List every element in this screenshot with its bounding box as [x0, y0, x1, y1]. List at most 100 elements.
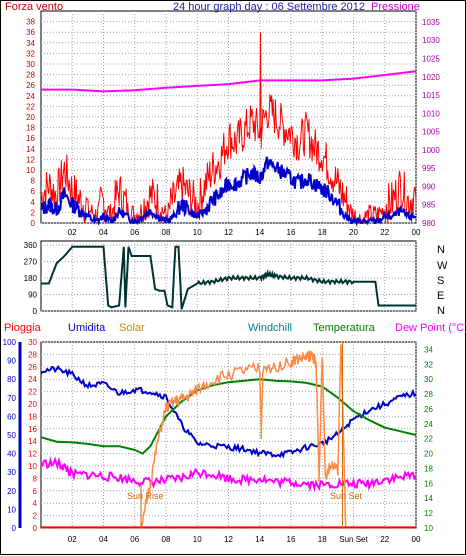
- right-tick-pressure: 1035: [422, 18, 440, 27]
- left-tick-humidity: 20: [7, 487, 16, 496]
- right-tick-temp: 18: [424, 464, 433, 473]
- right-tick-temp: 20: [424, 450, 433, 459]
- left-tick-wind: 26: [26, 81, 35, 90]
- direction-tick: 360: [24, 241, 38, 250]
- label-solar: Solar: [119, 322, 145, 334]
- right-tick-temp: 10: [424, 524, 433, 533]
- right-tick-temp: 26: [424, 405, 433, 414]
- right-tick-pressure: 980: [422, 219, 436, 228]
- x-tick-top: 04: [99, 228, 108, 237]
- right-tick-temp: 12: [424, 509, 433, 518]
- sunrise-label: Sun Rise: [127, 491, 164, 501]
- left-tick-rain: 2: [33, 512, 38, 521]
- left-tick-wind: 30: [26, 60, 35, 69]
- right-tick-temp: 16: [424, 479, 433, 488]
- direction-tick: 180: [24, 274, 38, 283]
- left-tick-rain: 8: [33, 474, 38, 483]
- left-tick-humidity: 70: [7, 394, 16, 403]
- right-tick-pressure: 1030: [422, 36, 440, 45]
- x-tick-bottom: 08: [162, 535, 171, 544]
- x-tick-top: 18: [318, 228, 327, 237]
- left-tick-wind: 16: [26, 134, 35, 143]
- x-tick-bottom: 04: [99, 535, 108, 544]
- left-tick-wind: 20: [26, 113, 35, 122]
- x-tick-bottom: 10: [193, 535, 202, 544]
- left-tick-rain: 10: [28, 462, 37, 471]
- left-tick-humidity: 40: [7, 450, 16, 459]
- left-tick-rain: 14: [28, 437, 37, 446]
- left-tick-rain: 24: [28, 375, 37, 384]
- left-tick-humidity: 0: [12, 524, 17, 533]
- left-tick-humidity: 10: [7, 505, 16, 514]
- left-tick-rain: 30: [28, 338, 37, 347]
- left-tick-humidity: 50: [7, 431, 16, 440]
- left-tick-rain: 12: [28, 450, 37, 459]
- left-tick-wind: 32: [26, 49, 35, 58]
- direction-tick: 0: [33, 307, 38, 316]
- grid-top: [41, 11, 417, 224]
- left-tick-wind: 8: [31, 177, 36, 186]
- x-tick-bottom: 00: [412, 535, 421, 544]
- x-tick-bottom: Sun Set: [339, 535, 368, 544]
- right-tick-temp: 22: [424, 435, 433, 444]
- x-tick-top: 10: [193, 228, 202, 237]
- humidity-line: [40, 364, 417, 459]
- left-tick-wind: 6: [31, 187, 36, 196]
- right-tick-temp: 28: [424, 390, 433, 399]
- left-tick-wind: 0: [31, 219, 36, 228]
- right-tick-temp: 24: [424, 420, 433, 429]
- direction-tick: 270: [24, 258, 38, 267]
- compass-s: S: [437, 275, 444, 287]
- right-tick-pressure: 1005: [422, 128, 440, 137]
- tick-labels: 0246810121416182022242628303234363898098…: [3, 18, 441, 544]
- compass-e: E: [437, 290, 444, 302]
- label-umidita: Umidita: [68, 322, 106, 334]
- dewpoint-line: [40, 456, 417, 493]
- left-tick-wind: 36: [26, 28, 35, 37]
- right-tick-temp: 32: [424, 360, 433, 369]
- x-tick-bottom: 12: [224, 535, 233, 544]
- x-tick-bottom: 02: [68, 535, 77, 544]
- sunset-label: Sun Set: [330, 491, 363, 501]
- x-tick-top: 14: [255, 228, 264, 237]
- label-pressione: Pressione: [371, 1, 420, 13]
- label-forza-vento: Forza vento: [5, 1, 63, 13]
- left-tick-wind: 12: [26, 155, 35, 164]
- right-tick-pressure: 1000: [422, 146, 440, 155]
- wind-direction-line: [41, 245, 416, 310]
- left-tick-rain: 16: [28, 425, 37, 434]
- x-tick-bottom: 16: [287, 535, 296, 544]
- left-tick-rain: 6: [33, 487, 38, 496]
- right-tick-pressure: 990: [422, 182, 436, 191]
- left-tick-humidity: 30: [7, 468, 16, 477]
- right-tick-pressure: 1025: [422, 55, 440, 64]
- temperature-line: [40, 378, 417, 455]
- x-tick-bottom: 14: [255, 535, 264, 544]
- x-tick-top: 16: [287, 228, 296, 237]
- left-tick-rain: 22: [28, 388, 37, 397]
- x-tick-top: 08: [162, 228, 171, 237]
- left-tick-humidity: 100: [3, 338, 17, 347]
- pressure-line: [41, 70, 417, 93]
- right-tick-pressure: 995: [422, 164, 436, 173]
- left-tick-wind: 38: [26, 18, 35, 27]
- left-tick-rain: 4: [33, 499, 38, 508]
- wind-average-line: [40, 156, 417, 227]
- left-tick-wind: 28: [26, 71, 35, 80]
- left-tick-wind: 10: [26, 166, 35, 175]
- compass-n-top: N: [437, 244, 445, 256]
- left-tick-rain: 18: [28, 412, 37, 421]
- x-tick-top: 06: [130, 228, 139, 237]
- left-tick-rain: 0: [33, 524, 38, 533]
- right-tick-temp: 30: [424, 375, 433, 384]
- left-tick-rain: 28: [28, 350, 37, 359]
- x-tick-top: 02: [68, 228, 77, 237]
- right-tick-pressure: 1010: [422, 109, 440, 118]
- left-tick-humidity: 90: [7, 357, 16, 366]
- left-tick-wind: 22: [26, 102, 35, 111]
- label-dewpoint: Dew Point (°C): [395, 322, 466, 334]
- left-tick-humidity: 80: [7, 375, 16, 384]
- x-tick-top: 00: [412, 228, 421, 237]
- x-tick-bottom: 18: [318, 535, 327, 544]
